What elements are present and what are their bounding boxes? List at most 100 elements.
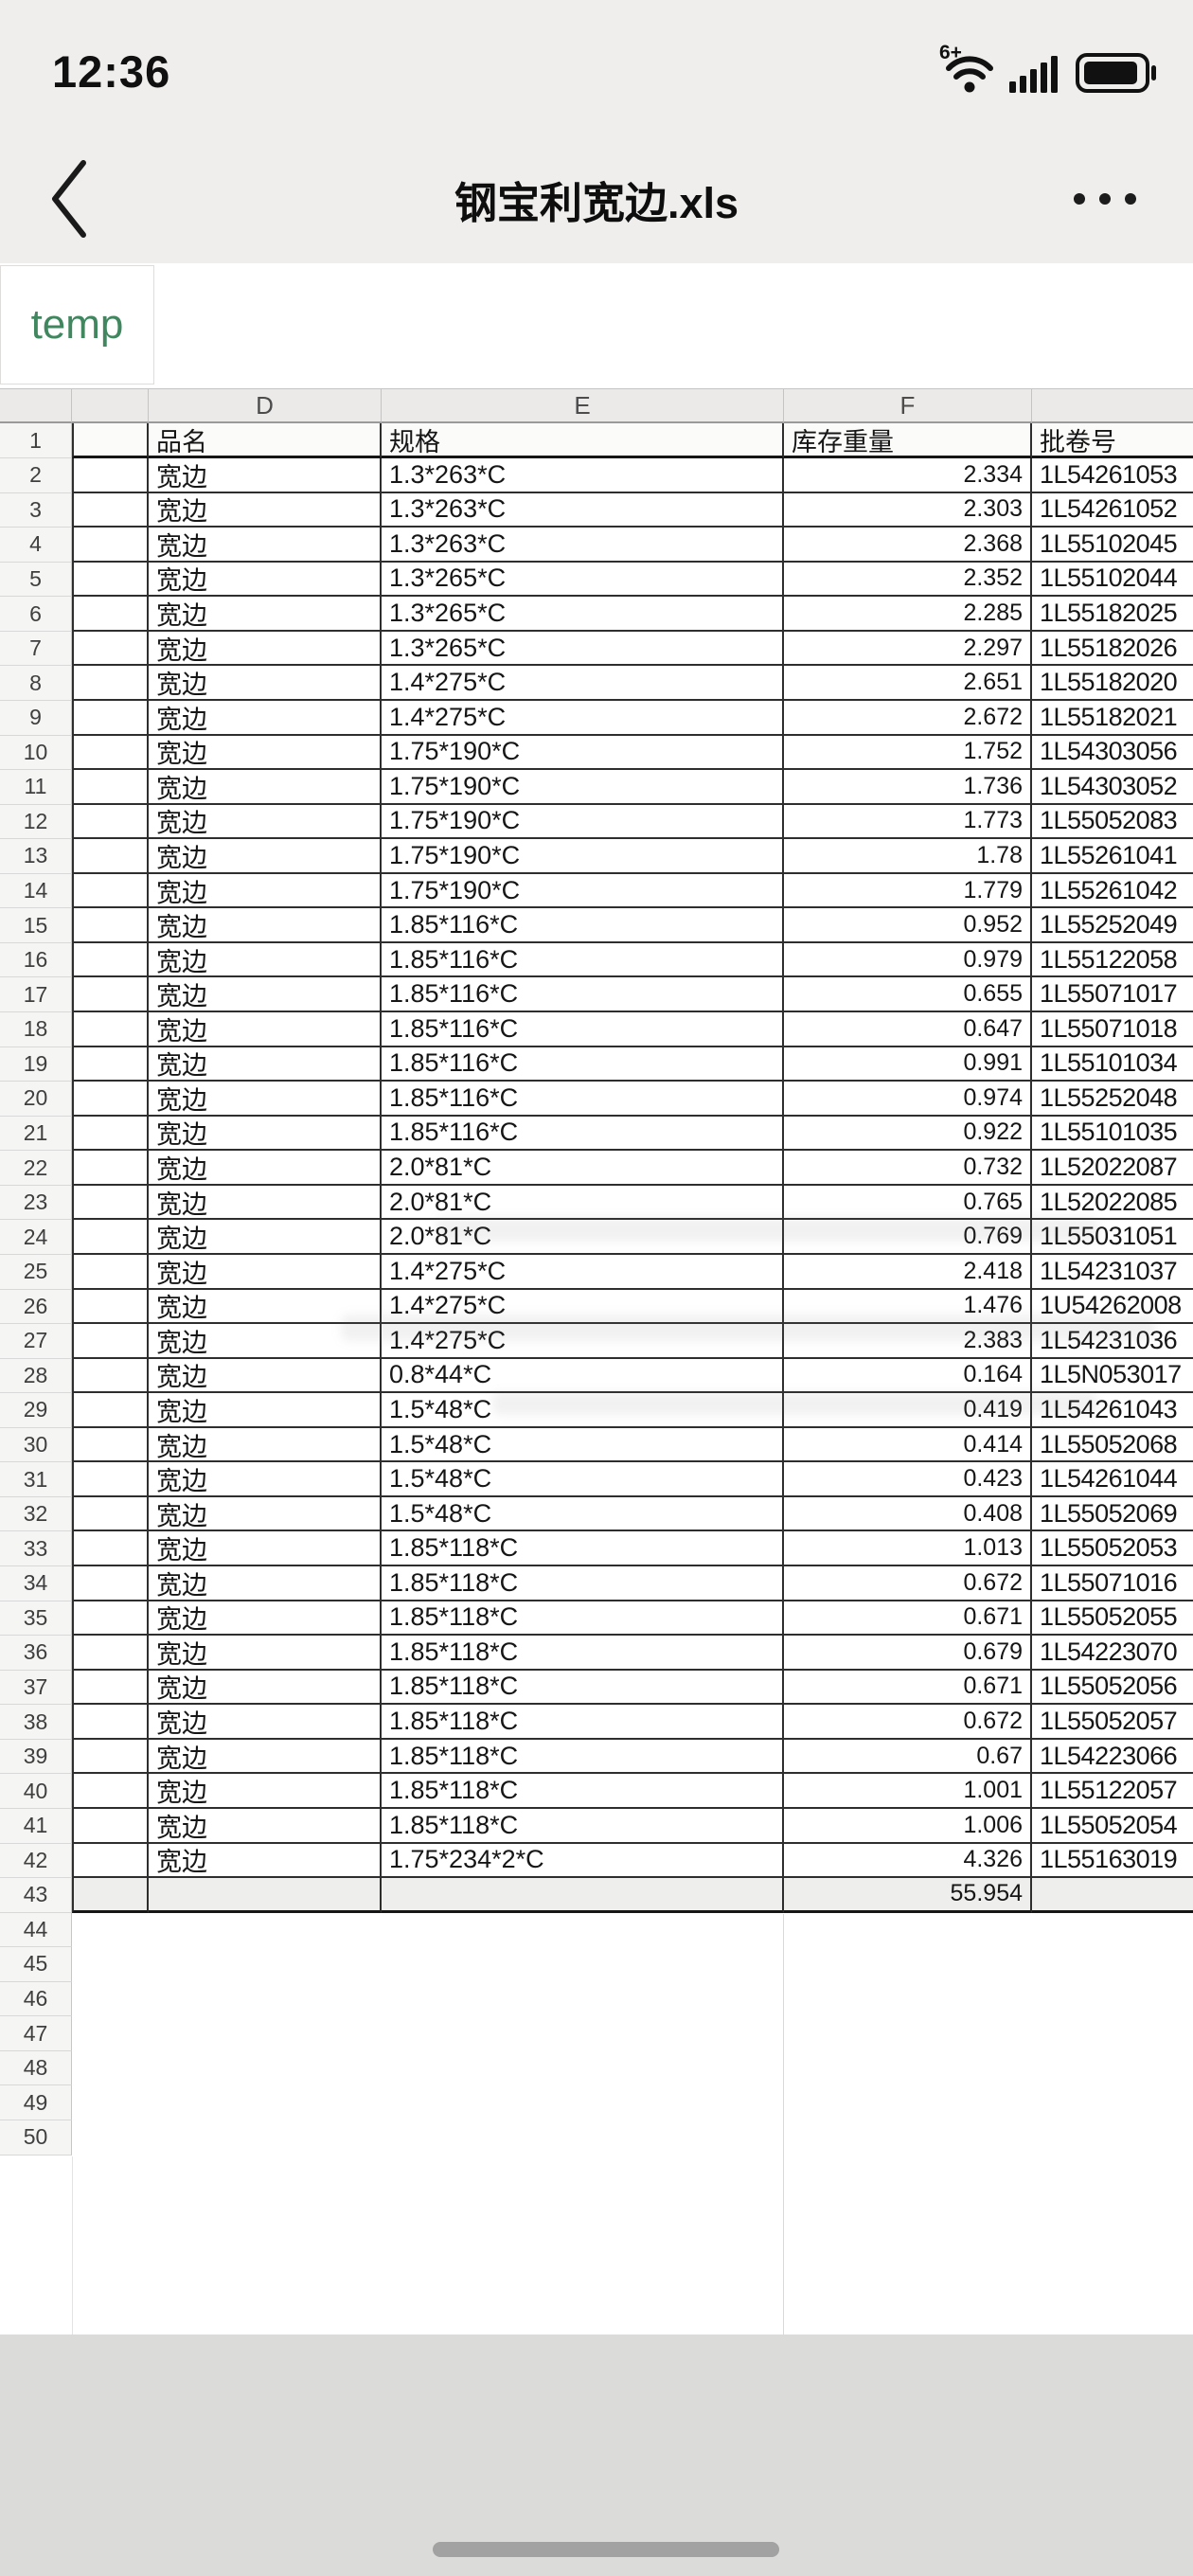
cell-blank[interactable] bbox=[72, 631, 149, 667]
cell-spec[interactable]: 1.85*118*C bbox=[382, 1739, 784, 1775]
cell-weight[interactable]: 0.922 bbox=[784, 1116, 1032, 1152]
cell-weight[interactable]: 2.334 bbox=[784, 458, 1032, 493]
cell-spec[interactable]: 1.3*265*C bbox=[382, 597, 784, 632]
cell-batch[interactable]: 1L55052068 bbox=[1032, 1428, 1193, 1463]
cell-blank[interactable] bbox=[72, 1670, 149, 1706]
cell-blank[interactable] bbox=[72, 770, 149, 805]
cell-weight[interactable]: 0.672 bbox=[784, 1705, 1032, 1740]
cell-batch[interactable]: 1L55052057 bbox=[1032, 1705, 1193, 1740]
cell-batch[interactable]: 1L55052056 bbox=[1032, 1671, 1193, 1706]
cell-product[interactable]: 宽边 bbox=[149, 873, 382, 909]
cell-spec[interactable]: 1.85*118*C bbox=[382, 1636, 784, 1671]
cell-product[interactable]: 宽边 bbox=[149, 1151, 382, 1186]
cell-batch[interactable]: 1L55031051 bbox=[1032, 1220, 1193, 1255]
cell-spec[interactable]: 2.0*81*C bbox=[382, 1151, 784, 1186]
cell-blank[interactable] bbox=[72, 1636, 149, 1671]
cell-batch[interactable]: 1L55252048 bbox=[1032, 1082, 1193, 1117]
cell-blank[interactable] bbox=[72, 977, 149, 1012]
cell-spec[interactable]: 1.75*190*C bbox=[382, 804, 784, 840]
cell-spec[interactable]: 1.3*263*C bbox=[382, 492, 784, 528]
cell-spec[interactable]: 1.75*190*C bbox=[382, 839, 784, 874]
cell-spec[interactable]: 1.85*118*C bbox=[382, 1705, 784, 1740]
cell-weight[interactable]: 0.408 bbox=[784, 1496, 1032, 1532]
cell-weight[interactable]: 2.368 bbox=[784, 528, 1032, 563]
cell-product[interactable]: 宽边 bbox=[149, 1462, 382, 1497]
cell-product[interactable]: 宽边 bbox=[149, 1012, 382, 1047]
cell-weight[interactable]: 0.979 bbox=[784, 942, 1032, 978]
cell-batch[interactable]: 1L55101034 bbox=[1032, 1047, 1193, 1082]
cell-batch[interactable]: 1L55163019 bbox=[1032, 1844, 1193, 1879]
cell-blank[interactable] bbox=[72, 1254, 149, 1290]
cell-weight[interactable]: 0.419 bbox=[784, 1393, 1032, 1428]
cell-product[interactable]: 宽边 bbox=[149, 666, 382, 701]
cell-spec[interactable]: 1.4*275*C bbox=[382, 700, 784, 736]
cell-weight[interactable]: 2.418 bbox=[784, 1254, 1032, 1290]
cell-batch[interactable]: 1L55052069 bbox=[1032, 1497, 1193, 1532]
cell-batch[interactable]: 1L54261052 bbox=[1032, 493, 1193, 528]
cell-blank[interactable] bbox=[72, 942, 149, 978]
cell-product[interactable]: 宽边 bbox=[149, 1358, 382, 1394]
total-weight[interactable]: 55.954 bbox=[784, 1878, 1032, 1913]
cell-spec[interactable]: 1.85*116*C bbox=[382, 1116, 784, 1152]
cell-batch[interactable]: 1L54303052 bbox=[1032, 770, 1193, 805]
back-button[interactable] bbox=[45, 157, 91, 241]
cell-batch[interactable]: 1L55102044 bbox=[1032, 563, 1193, 598]
cell-batch[interactable]: 1L55261042 bbox=[1032, 874, 1193, 909]
cell-weight[interactable]: 0.671 bbox=[784, 1601, 1032, 1637]
cell-product[interactable]: 宽边 bbox=[149, 1427, 382, 1463]
cell-product[interactable]: 宽边 bbox=[149, 839, 382, 874]
cell-product[interactable]: 宽边 bbox=[149, 770, 382, 805]
cell-spec[interactable]: 1.85*116*C bbox=[382, 1046, 784, 1082]
cell-batch[interactable]: 1L55071016 bbox=[1032, 1566, 1193, 1601]
cell-batch[interactable]: 1L55122058 bbox=[1032, 943, 1193, 978]
cell-blank[interactable] bbox=[72, 804, 149, 840]
cell-product[interactable]: 宽边 bbox=[149, 1705, 382, 1740]
cell-blank[interactable] bbox=[72, 1843, 149, 1879]
cell-spec[interactable]: 1.85*116*C bbox=[382, 908, 784, 943]
cell-weight[interactable]: 1.779 bbox=[784, 873, 1032, 909]
cell-blank[interactable] bbox=[72, 528, 149, 563]
cell-spec[interactable]: 1.5*48*C bbox=[382, 1427, 784, 1463]
cell-spec[interactable]: 1.3*265*C bbox=[382, 562, 784, 598]
cell-spec[interactable]: 1.3*263*C bbox=[382, 458, 784, 493]
cell-batch[interactable]: 1L55102045 bbox=[1032, 528, 1193, 563]
cell-batch[interactable]: 1L55052083 bbox=[1032, 805, 1193, 840]
cell-weight[interactable]: 1.001 bbox=[784, 1774, 1032, 1809]
cell-blank[interactable] bbox=[72, 1393, 149, 1428]
cell-product[interactable]: 宽边 bbox=[149, 700, 382, 736]
cell-spec[interactable]: 1.4*275*C bbox=[382, 1324, 784, 1359]
header-weight[interactable]: 库存重量 bbox=[784, 423, 1032, 458]
cell-weight[interactable]: 0.974 bbox=[784, 1082, 1032, 1117]
cell-spec[interactable]: 2.0*81*C bbox=[382, 1185, 784, 1221]
cell-weight[interactable]: 2.651 bbox=[784, 666, 1032, 701]
cell-spec[interactable]: 1.4*275*C bbox=[382, 1254, 784, 1290]
cell-product[interactable]: 宽边 bbox=[149, 1531, 382, 1566]
cell-batch[interactable]: 1L55182025 bbox=[1032, 597, 1193, 632]
cell-blank[interactable] bbox=[72, 1289, 149, 1325]
cell-blank[interactable] bbox=[72, 1151, 149, 1186]
cell-spec[interactable]: 1.3*263*C bbox=[382, 528, 784, 563]
cell-product[interactable]: 宽边 bbox=[149, 1843, 382, 1879]
cell-batch[interactable]: 1L55182020 bbox=[1032, 666, 1193, 701]
cell-weight[interactable]: 0.67 bbox=[784, 1739, 1032, 1775]
cell-batch[interactable]: 1L52022085 bbox=[1032, 1186, 1193, 1221]
cell-blank[interactable] bbox=[72, 908, 149, 943]
cell-product[interactable]: 宽边 bbox=[149, 1082, 382, 1117]
more-menu-button[interactable] bbox=[1074, 142, 1136, 256]
cell-product[interactable]: 宽边 bbox=[149, 1636, 382, 1671]
cell-blank[interactable] bbox=[72, 1774, 149, 1809]
cell-batch[interactable]: 1L55071017 bbox=[1032, 977, 1193, 1012]
cell-blank[interactable] bbox=[72, 597, 149, 632]
cell-weight[interactable]: 2.383 bbox=[784, 1324, 1032, 1359]
cell-product[interactable]: 宽边 bbox=[149, 1116, 382, 1152]
cell-product[interactable]: 宽边 bbox=[149, 1254, 382, 1290]
cell-blank[interactable] bbox=[72, 423, 149, 458]
cell-blank[interactable] bbox=[72, 1324, 149, 1359]
cell-weight[interactable]: 0.423 bbox=[784, 1462, 1032, 1497]
cell-blank[interactable] bbox=[72, 1566, 149, 1601]
cell-product[interactable]: 宽边 bbox=[149, 528, 382, 563]
cell-batch[interactable]: 1L55182026 bbox=[1032, 632, 1193, 667]
cell-batch[interactable]: 1L54303056 bbox=[1032, 736, 1193, 771]
cell-blank[interactable] bbox=[72, 873, 149, 909]
cell-spec[interactable]: 1.85*116*C bbox=[382, 1012, 784, 1047]
